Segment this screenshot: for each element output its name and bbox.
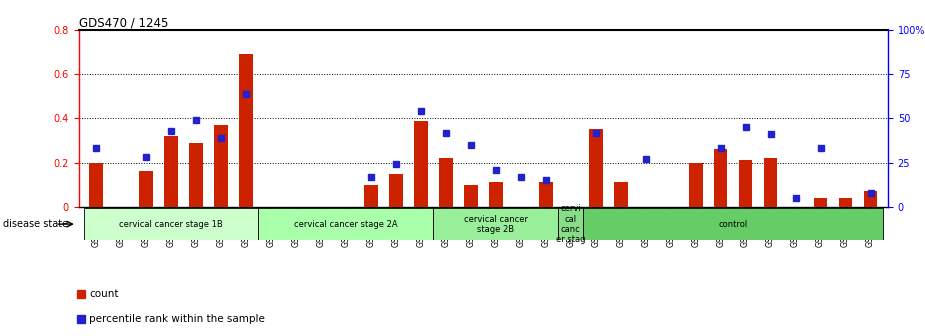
Bar xyxy=(190,143,203,207)
Text: cervi
cal
canc
er stag: cervi cal canc er stag xyxy=(556,204,586,244)
Bar xyxy=(464,184,477,207)
Text: count: count xyxy=(89,289,118,299)
Bar xyxy=(689,163,702,207)
Bar xyxy=(364,184,377,207)
Text: cervical cancer stage 2A: cervical cancer stage 2A xyxy=(294,220,398,229)
Bar xyxy=(240,54,253,207)
Bar xyxy=(764,158,777,207)
FancyBboxPatch shape xyxy=(83,208,258,240)
Bar xyxy=(414,121,427,207)
Bar xyxy=(864,191,878,207)
Bar xyxy=(839,198,853,207)
Bar xyxy=(739,160,752,207)
FancyBboxPatch shape xyxy=(559,208,584,240)
Bar xyxy=(489,182,502,207)
FancyBboxPatch shape xyxy=(584,208,883,240)
Text: cervical cancer
stage 2B: cervical cancer stage 2B xyxy=(463,215,528,234)
Bar xyxy=(714,149,727,207)
Bar xyxy=(814,198,828,207)
Bar xyxy=(164,136,178,207)
Bar xyxy=(215,125,228,207)
Text: cervical cancer stage 1B: cervical cancer stage 1B xyxy=(119,220,223,229)
Bar xyxy=(89,163,103,207)
Bar xyxy=(389,174,402,207)
Text: control: control xyxy=(719,220,747,229)
FancyBboxPatch shape xyxy=(433,208,559,240)
Text: disease state: disease state xyxy=(3,219,68,229)
FancyBboxPatch shape xyxy=(258,208,433,240)
Bar xyxy=(589,129,602,207)
Text: percentile rank within the sample: percentile rank within the sample xyxy=(89,314,265,324)
Text: GDS470 / 1245: GDS470 / 1245 xyxy=(79,16,168,29)
Bar xyxy=(539,182,552,207)
Bar xyxy=(614,182,627,207)
Bar xyxy=(439,158,452,207)
Bar xyxy=(139,171,153,207)
